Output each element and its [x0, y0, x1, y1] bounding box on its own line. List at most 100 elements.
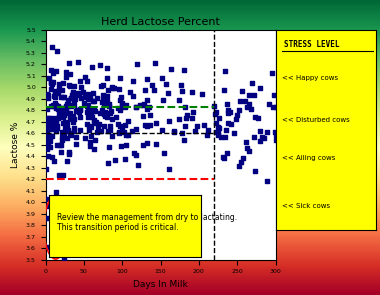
Point — [188, 90, 195, 95]
Point — [63, 70, 69, 74]
Point — [115, 105, 121, 110]
Point — [44, 106, 51, 111]
Point — [246, 148, 252, 153]
Point — [58, 95, 64, 99]
Point — [54, 219, 60, 223]
Point — [94, 130, 100, 135]
Point — [144, 77, 150, 81]
Point — [105, 129, 111, 134]
Point — [176, 98, 182, 103]
Point — [225, 110, 231, 115]
Text: Review the management from dry to lactating.
This transition period is critical.: Review the management from dry to lactat… — [57, 213, 237, 232]
Point — [87, 113, 93, 118]
Point — [215, 124, 221, 129]
Point — [63, 129, 69, 134]
Point — [46, 244, 52, 249]
Point — [86, 124, 92, 129]
Point — [189, 116, 195, 120]
Point — [90, 117, 97, 122]
Point — [44, 123, 50, 128]
Point — [135, 163, 141, 168]
Point — [130, 94, 136, 99]
Point — [66, 84, 73, 88]
Point — [106, 145, 112, 150]
Point — [53, 119, 59, 123]
Point — [272, 104, 279, 109]
Point — [71, 83, 78, 88]
Point — [43, 196, 49, 201]
Point — [76, 110, 82, 114]
Text: << Disturbed cows: << Disturbed cows — [282, 117, 349, 123]
Point — [101, 93, 107, 98]
Point — [245, 102, 252, 106]
Point — [181, 68, 187, 73]
Point — [86, 109, 92, 113]
Point — [228, 122, 234, 127]
Point — [205, 127, 211, 132]
Point — [55, 89, 61, 94]
Point — [47, 122, 53, 127]
Point — [55, 104, 61, 108]
Point — [161, 151, 167, 156]
Point — [54, 142, 60, 147]
Point — [64, 241, 70, 246]
Point — [49, 133, 55, 138]
Point — [56, 81, 62, 86]
Point — [222, 134, 228, 139]
Point — [160, 97, 166, 102]
Point — [239, 89, 245, 94]
Point — [147, 123, 153, 127]
Point — [55, 115, 61, 120]
Point — [108, 108, 114, 113]
Point — [70, 94, 76, 98]
Point — [95, 121, 101, 126]
Point — [84, 91, 90, 96]
Point — [104, 76, 110, 80]
Point — [62, 119, 68, 124]
Point — [48, 67, 54, 72]
Point — [123, 132, 129, 137]
Title: Herd Lactose Percent: Herd Lactose Percent — [101, 17, 220, 27]
Point — [165, 90, 171, 95]
Point — [52, 125, 58, 130]
Point — [224, 102, 230, 107]
Point — [69, 93, 75, 97]
Point — [60, 106, 66, 110]
Point — [221, 87, 227, 92]
Point — [104, 102, 110, 107]
Point — [45, 216, 51, 220]
Point — [50, 80, 56, 84]
Point — [45, 96, 51, 101]
Point — [166, 167, 173, 172]
Point — [65, 104, 71, 108]
Point — [144, 98, 150, 102]
Point — [116, 131, 122, 135]
Point — [264, 179, 270, 184]
Point — [107, 124, 113, 129]
Point — [180, 138, 187, 143]
Point — [95, 125, 101, 130]
Point — [57, 105, 63, 110]
Point — [54, 124, 60, 129]
Point — [116, 130, 122, 134]
Point — [61, 94, 67, 99]
Point — [106, 104, 112, 109]
Point — [117, 123, 123, 128]
Point — [51, 123, 57, 128]
Point — [53, 103, 59, 107]
Point — [77, 108, 83, 112]
Point — [92, 109, 98, 114]
Point — [67, 71, 73, 76]
Point — [45, 116, 51, 121]
Point — [137, 103, 143, 108]
Point — [60, 131, 66, 136]
Point — [101, 124, 107, 128]
Point — [146, 105, 152, 109]
Point — [85, 102, 91, 107]
Point — [49, 155, 55, 160]
Point — [119, 101, 125, 105]
Point — [48, 80, 54, 84]
Point — [109, 86, 115, 91]
Point — [50, 199, 56, 204]
Point — [53, 128, 59, 133]
